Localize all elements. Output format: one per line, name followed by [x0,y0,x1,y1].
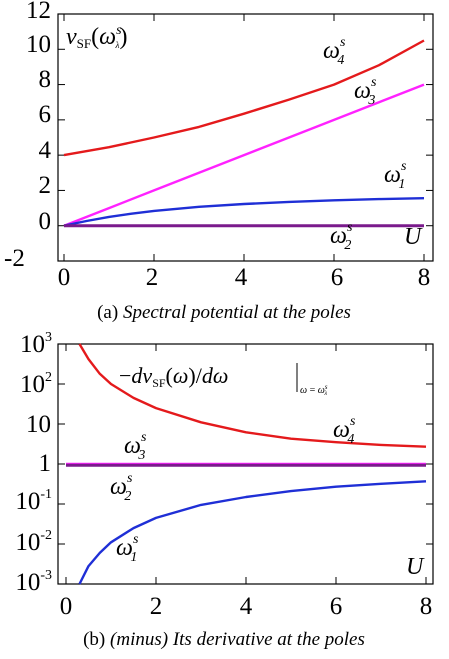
series-a [63,39,425,228]
y-tick-label: 102 [20,370,52,398]
y-axis-label-a: vSF(ωs λ) [66,23,127,51]
caption-prefix-b: (b) [83,629,105,650]
x-tick-label: 8 [418,264,431,291]
x-axis-label-b: U [406,554,425,580]
caption-b: (b) (minus) Its derivative at the poles [83,629,365,650]
svg-text:ωs4: ωs 4 [333,414,356,447]
svg-text:ωs1: ωs 1 [116,532,139,565]
svg-text:10-3: 10-3 [15,568,52,596]
svg-text:103: 103 [20,330,52,358]
ticks-a [58,13,433,262]
y-axis-label-b: −dvSF(ω)/dω ω = ωs λ [119,363,328,397]
x-tick-label: 4 [235,264,248,291]
series-line-omega3s [63,83,425,227]
svg-text:ωs4: ωs 4 [323,35,346,68]
series-line-omega4s [63,39,425,157]
svg-text:102: 102 [20,370,52,398]
svg-text:10-2: 10-2 [15,528,52,556]
x-tick-label: 2 [146,264,159,291]
svg-text:vSF(ωsλ): vSF(ωs λ) [66,23,127,51]
svg-text:10-1: 10-1 [15,487,52,515]
svg-text:ωs3: ωs 3 [354,75,377,108]
caption-prefix-a: (a) [97,302,118,323]
series-label-omega1: ωs 1 [116,532,139,565]
x-axis-label-a: U [404,224,423,250]
y-tick-label: 8 [39,66,52,93]
series-label-omega2: ωs 2 [330,220,353,253]
caption-text-a: Spectral potential at the poles [123,302,351,323]
series-label-omega3: ωs 3 [354,75,377,108]
y-tick-label: 10 [26,411,51,438]
series-b [66,343,427,585]
y-tick-label: 6 [39,101,52,128]
svg-text:ωs2: ωs 2 [330,220,353,253]
caption-text-b: (minus) Its derivative at the poles [110,629,365,650]
series-label-omega4: ωs 4 [333,414,356,447]
chart-a: 0 2 4 6 8 -2 0 2 4 6 8 10 12 vSF(ωs λ) ωs… [4,0,434,323]
svg-text:ωs3: ωs 3 [124,430,147,463]
y-tick-label: 4 [39,137,52,164]
svg-text:ωs1: ωs 1 [384,159,407,192]
x-tick-label: 0 [58,264,71,291]
x-tick-label: 8 [420,593,433,620]
svg-text:ωs2: ωs 2 [110,471,133,504]
x-tick-label: 4 [240,593,253,620]
ticks-b [58,343,433,585]
y-tick-label: 0 [39,208,52,235]
y-tick-label: 10 [26,31,51,58]
y-tick-label: 12 [26,0,51,24]
x-tick-label: 0 [60,593,73,620]
y-tick-label: 1 [39,450,52,477]
x-tick-label: 6 [330,593,343,620]
series-line-omega1s [63,197,425,227]
caption-a: (a) Spectral potential at the poles [97,302,351,323]
y-tick-label: 10-1 [15,487,52,515]
y-tick-label: 10-3 [15,568,52,596]
chart-b: 0 2 4 6 8 10-3 10-2 10-1 1 10 102 103 −d… [15,330,434,650]
series-label-omega2: ωs 2 [110,471,133,504]
series-line-omega4s [78,343,427,448]
series-label-omega1: ωs 1 [384,159,407,192]
y-tick-label: 10-2 [15,528,52,556]
y-tick-label: 2 [39,172,52,199]
y-tick-label: 103 [20,330,52,358]
svg-text:−dvSF(ω)/dω: −dvSF(ω)/dω [119,363,228,390]
x-tick-label: 2 [150,593,163,620]
series-label-omega3: ωs 3 [124,430,147,463]
x-tick-label: 6 [331,264,344,291]
y-tick-label: -2 [4,245,25,272]
plot-frame-a [57,13,434,262]
series-line-omega1s [78,480,427,585]
svg-text:ω = ωsλ: ω = ωs λ [300,383,328,397]
series-label-omega4: ωs 4 [323,35,346,68]
